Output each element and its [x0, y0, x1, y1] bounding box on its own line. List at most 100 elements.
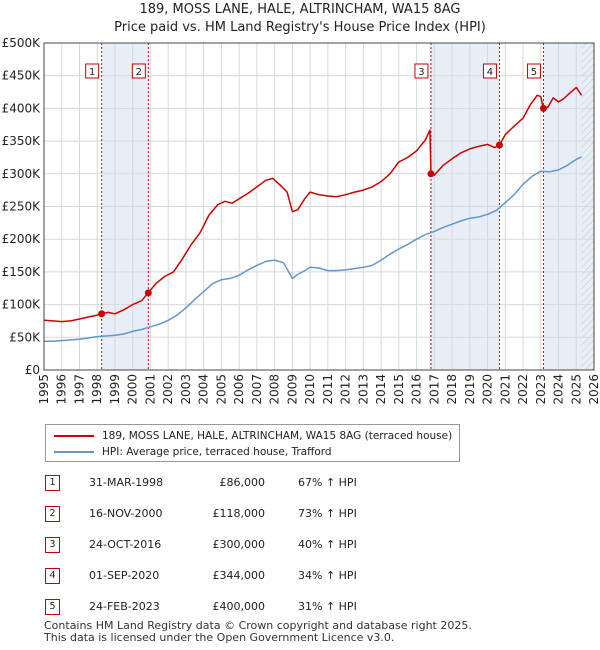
y-tick-label: £350K [2, 134, 42, 148]
y-tick-label: £100K [2, 298, 42, 312]
x-tick-label: 2002 [161, 374, 175, 405]
legend-swatch-property [54, 435, 94, 437]
sale-price: £344,000 [212, 569, 266, 582]
x-tick-label: 2001 [143, 374, 157, 405]
sale-row: 2 16-NOV-2000 £118,000 73% ↑ HPI [45, 504, 405, 524]
legend: 189, MOSS LANE, HALE, ALTRINCHAM, WA15 8… [45, 424, 460, 462]
sale-label-frame [526, 63, 541, 79]
x-tick-label: 2021 [498, 374, 512, 405]
x-tick-label: 2006 [232, 374, 246, 405]
legend-item-hpi: HPI: Average price, terraced house, Traf… [54, 445, 332, 459]
legend-label-property: 189, MOSS LANE, HALE, ALTRINCHAM, WA15 8… [102, 430, 453, 442]
sale-hpi-diff: 34% ↑ HPI [298, 569, 357, 582]
sale-number: 2 [45, 506, 60, 522]
x-tick-label: 2009 [285, 374, 299, 405]
sale-number: 4 [45, 568, 60, 584]
sale-hpi-diff: 31% ↑ HPI [298, 600, 357, 613]
sale-label-frame [414, 63, 429, 79]
sale-date: 24-OCT-2016 [89, 538, 162, 551]
sale-row: 5 24-FEB-2023 £400,000 31% ↑ HPI [45, 597, 405, 617]
x-tick-label: 2015 [392, 374, 406, 405]
x-tick-label: 2013 [356, 374, 370, 405]
sale-row: 3 24-OCT-2016 £300,000 40% ↑ HPI [45, 535, 405, 555]
sale-label-frame [85, 63, 100, 79]
sale-number: 5 [45, 599, 60, 615]
x-tick-label: 2014 [374, 374, 388, 405]
x-tick-label: 2016 [410, 374, 424, 405]
sale-number: 3 [45, 537, 60, 553]
sale-row: 1 31-MAR-1998 £86,000 67% ↑ HPI [45, 473, 405, 493]
sale-label-frame [131, 63, 146, 79]
sale-label-box: 5 [526, 63, 541, 79]
x-tick-label: 2024 [552, 374, 566, 405]
x-tick-label: 2003 [179, 374, 193, 405]
sale-date: 24-FEB-2023 [89, 600, 160, 613]
sale-date: 31-MAR-1998 [89, 476, 164, 489]
y-tick-label: £300K [2, 167, 42, 181]
sale-label-box: 1 [85, 63, 100, 79]
footer-copyright: Contains HM Land Registry data © Crown c… [44, 619, 472, 632]
y-tick-label: £450K [2, 69, 42, 83]
sale-label-number: 1 [89, 67, 95, 78]
x-tick-label: 2004 [197, 374, 211, 405]
sale-hpi-diff: 40% ↑ HPI [298, 538, 357, 551]
y-tick-label: £400K [2, 101, 42, 115]
x-tick-label: 1998 [90, 374, 104, 405]
x-tick-label: 2011 [321, 374, 335, 405]
x-tick-label: 2018 [445, 374, 459, 405]
x-tick-label: 1995 [37, 374, 51, 405]
sale-label-box: 4 [482, 63, 497, 79]
price-chart: £0 £50K £100K £150K £200K £250K £300K £350K £400… [2, 36, 600, 405]
chart-title: 189, MOSS LANE, HALE, ALTRINCHAM, WA15 8… [139, 2, 461, 17]
sale-label-box: 2 [131, 63, 146, 79]
sale-number: 1 [45, 475, 60, 491]
x-tick-label: 1999 [108, 374, 122, 405]
x-tick-label: 2000 [126, 374, 140, 405]
x-tick-label: 2005 [214, 374, 228, 405]
sale-label-frame [482, 63, 497, 79]
x-tick-label: 2007 [250, 374, 264, 405]
y-tick-label: £150K [2, 265, 42, 279]
sale-label-number: 5 [531, 67, 537, 78]
x-tick-label: 2020 [481, 374, 495, 405]
y-tick-label: £50K [9, 330, 41, 344]
x-tick-label: 2012 [339, 374, 353, 405]
legend-swatch-hpi [54, 451, 94, 453]
footer-licence: This data is licensed under the Open Gov… [44, 631, 395, 644]
sale-price: £300,000 [212, 538, 266, 551]
plot-frame [43, 42, 595, 371]
sale-point [98, 310, 106, 318]
sale-date: 01-SEP-2020 [89, 569, 160, 582]
legend-item-property: 189, MOSS LANE, HALE, ALTRINCHAM, WA15 8… [54, 429, 452, 443]
y-tick-label: £500K [2, 36, 42, 50]
x-tick-label: 2022 [516, 374, 530, 405]
x-tick-label: 2023 [534, 374, 548, 405]
x-tick-label: 2017 [427, 374, 441, 405]
sale-date: 16-NOV-2000 [89, 507, 163, 520]
sale-label-number: 4 [487, 67, 493, 78]
sale-price: £118,000 [212, 507, 266, 520]
sale-price: £86,000 [219, 476, 266, 489]
sale-label-number: 3 [418, 67, 424, 78]
x-tick-label: 2026 [587, 374, 600, 405]
sale-label-number: 2 [136, 67, 142, 78]
y-tick-label: £200K [2, 232, 42, 246]
sale-point [495, 141, 503, 149]
sale-label-box: 3 [414, 63, 429, 79]
sale-hpi-diff: 73% ↑ HPI [298, 507, 357, 520]
x-tick-label: 2019 [463, 374, 477, 405]
y-tick-label: £250K [2, 200, 42, 214]
x-tick-label: 2025 [569, 374, 583, 405]
property-price-line [43, 86, 583, 323]
chart-subtitle: Price paid vs. HM Land Registry's House … [114, 20, 486, 35]
sale-hpi-diff: 67% ↑ HPI [298, 476, 357, 489]
x-tick-label: 1997 [72, 374, 86, 405]
sale-point [427, 170, 435, 178]
hpi-line [44, 156, 582, 342]
x-tick-label: 1996 [55, 374, 69, 405]
x-tick-label: 2008 [268, 374, 282, 405]
sale-price: £400,000 [212, 600, 266, 613]
legend-label-hpi: HPI: Average price, terraced house, Traf… [102, 446, 332, 458]
sale-row: 4 01-SEP-2020 £344,000 34% ↑ HPI [45, 566, 405, 586]
footer: Contains HM Land Registry data © Crown c… [44, 620, 472, 644]
